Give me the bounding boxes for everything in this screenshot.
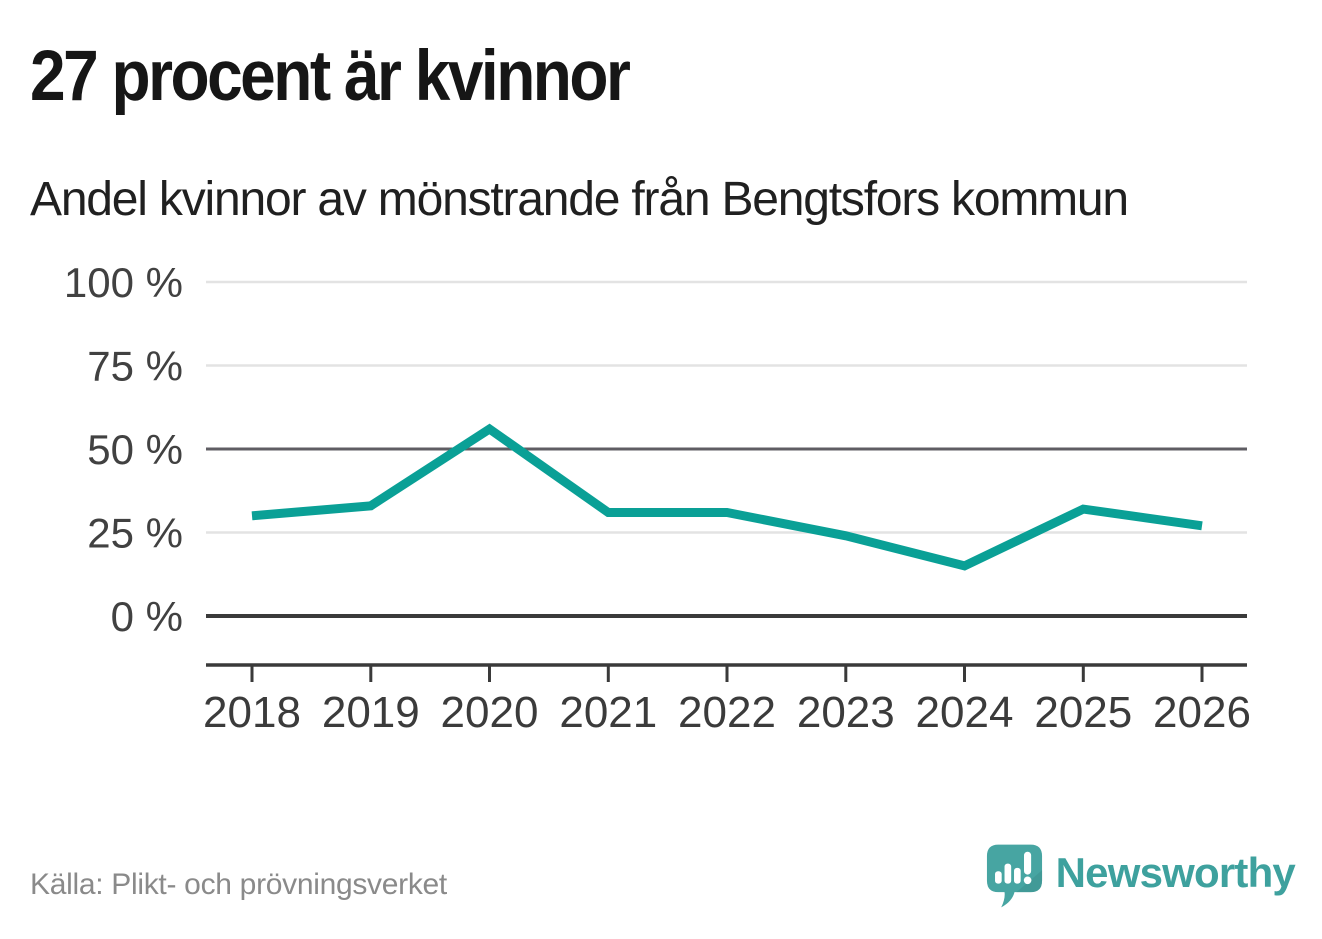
y-tick-label: 75 % [87,343,183,390]
y-tick-label: 100 % [64,259,183,306]
chart-subtitle: Andel kvinnor av mönstrande från Bengtsf… [30,173,1129,226]
x-tick-label: 2026 [1153,688,1251,737]
y-tick-label: 0 % [111,593,183,640]
logo-exclamation-dot [1023,876,1032,885]
x-tick-label: 2023 [797,688,895,737]
brand-wordmark: Newsworthy [1055,849,1296,896]
newsworthy-logo: Newsworthy [986,843,1296,909]
logo-bar-tall [1004,863,1011,884]
source-note: Källa: Plikt- och prövningsverket [30,868,447,901]
x-tick-label: 2025 [1034,688,1132,737]
data-series [251,423,1203,571]
x-tick-label: 2024 [916,688,1014,737]
logo-bar-short [994,871,1002,884]
x-tick-label: 2018 [203,688,301,737]
x-axis-labels: 2018 2019 2020 2021 2022 2023 2024 2025 2026 [203,688,1251,737]
y-tick-label: 25 % [87,510,183,557]
y-tick-label: 50 % [87,426,183,473]
newsworthy-logo-icon [986,844,1042,908]
x-tick-label: 2019 [322,688,420,737]
logo-exclamation-bar [1023,851,1031,875]
data-line [251,423,1203,571]
x-tick-label: 2022 [678,688,776,737]
y-axis-labels: 100 % 75 % 50 % 25 % 0 % [64,259,183,640]
x-axis [206,663,1247,682]
x-tick-label: 2021 [559,688,657,737]
logo-bar-mid [1013,867,1021,884]
page-title: 27 procent är kvinnor [30,35,631,116]
x-tick-label: 2020 [441,688,539,737]
gridlines [206,280,1247,618]
